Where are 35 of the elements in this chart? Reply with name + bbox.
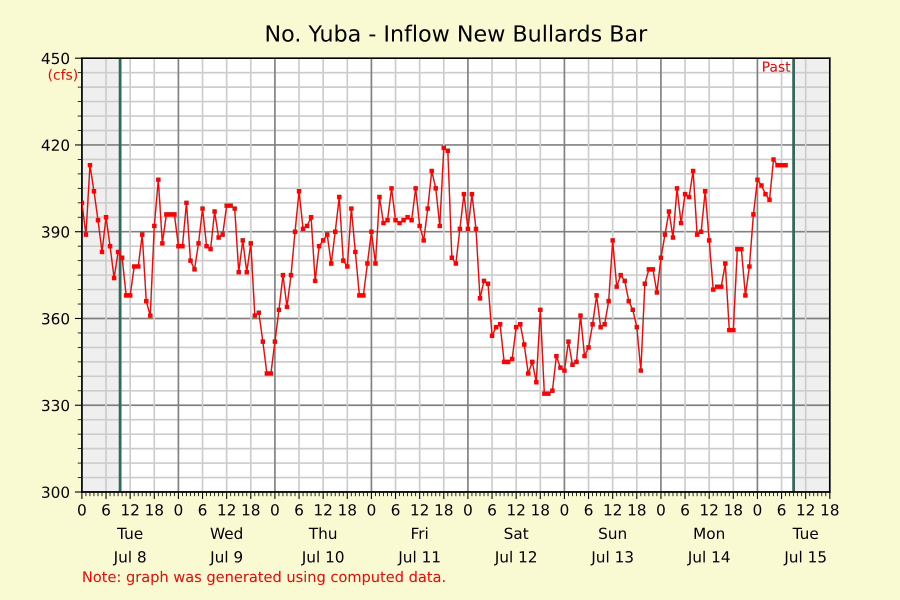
x-tick-label: 18 (628, 504, 646, 516)
x-tick-label: 0 (464, 504, 472, 516)
y-tick-label: 420 (42, 139, 70, 151)
chart-title: No. Yuba - Inflow New Bullards Bar (266, 24, 648, 42)
y-tick-label: 300 (42, 486, 70, 498)
x-tick-label: 12 Tue Jul 8 (112, 504, 146, 566)
x-tick-label: 0 (754, 504, 762, 516)
x-tick-label: 6 (102, 504, 110, 516)
x-tick-label: 18 (436, 504, 452, 516)
x-tick-label: 0 (271, 504, 279, 516)
y-tick-label: 330 (42, 400, 70, 412)
x-tick-label: 0 (657, 504, 665, 516)
x-tick-label: 0 (368, 504, 376, 516)
x-tick-label: 18 (725, 504, 742, 516)
x-tick-label: 18 (822, 504, 838, 516)
y-axis-title: (cfs) (48, 69, 77, 82)
x-tick-label: 0 (78, 504, 86, 516)
x-tick-label: 12 Wed Jul 9 (209, 504, 242, 566)
x-tick-label: 0 (174, 504, 182, 516)
y-tick-label: 390 (42, 226, 70, 238)
x-tick-label: 6 (488, 504, 496, 516)
x-tick-label: 6 (198, 504, 206, 516)
x-tick-label: 18 (242, 504, 260, 516)
x-tick-label: 6 (295, 504, 303, 516)
x-tick-label: 6 (392, 504, 400, 516)
x-tick-label: 18 (146, 504, 163, 516)
x-tick-label: 0 (560, 504, 568, 516)
x-tick-label: 6 (778, 504, 786, 516)
y-tick-label: 360 (42, 312, 70, 324)
ref-line-label: Past (763, 62, 790, 72)
text: Note: graph was generated using computed data. (83, 570, 445, 585)
x-tick-label: 18 (339, 504, 356, 516)
x-tick-label: 6 (681, 504, 689, 516)
y-tick-label: 450 (42, 52, 70, 64)
x-tick-label: 6 (584, 504, 592, 516)
